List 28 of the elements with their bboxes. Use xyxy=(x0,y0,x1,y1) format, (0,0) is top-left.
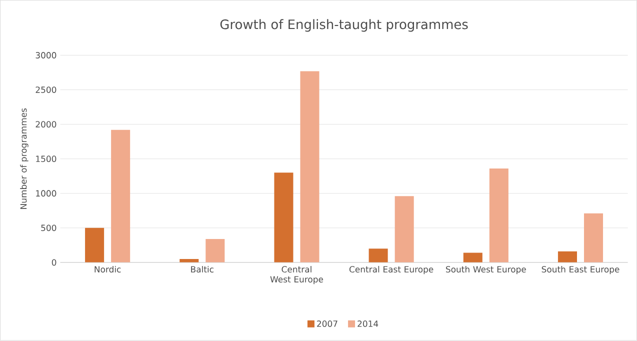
y-tick-label: 3000 xyxy=(36,52,56,59)
bar xyxy=(85,228,104,263)
x-tick-label: Central West Europe xyxy=(270,266,324,284)
y-tick-label: 500 xyxy=(41,224,56,232)
bar xyxy=(489,168,508,263)
y-axis-title: Number of programmes xyxy=(20,108,28,209)
bar xyxy=(274,172,294,263)
bar xyxy=(558,252,577,263)
bar xyxy=(206,239,225,263)
bar xyxy=(300,71,320,263)
bar xyxy=(584,214,604,263)
y-tick-label: 1000 xyxy=(36,190,56,197)
x-tick-label: South West Europe xyxy=(446,266,526,274)
chart-title: Growth of English-taught programmes xyxy=(220,19,468,32)
x-tick-label: Baltic xyxy=(191,266,214,273)
bar xyxy=(368,248,388,263)
y-tick-label: 0 xyxy=(52,259,56,266)
y-tick-label: 2500 xyxy=(36,86,56,94)
bar xyxy=(111,130,130,263)
legend-label: 2007 xyxy=(317,320,338,328)
x-tick-label: South East Europe xyxy=(542,266,620,274)
y-tick-label: 2000 xyxy=(36,121,56,128)
x-tick-label: Central East Europe xyxy=(349,266,434,274)
legend-label: 2014 xyxy=(358,320,378,328)
x-tick-label: Nordic xyxy=(94,266,121,273)
bar xyxy=(463,252,482,263)
bar xyxy=(394,196,414,263)
y-tick-label: 1500 xyxy=(36,156,56,162)
